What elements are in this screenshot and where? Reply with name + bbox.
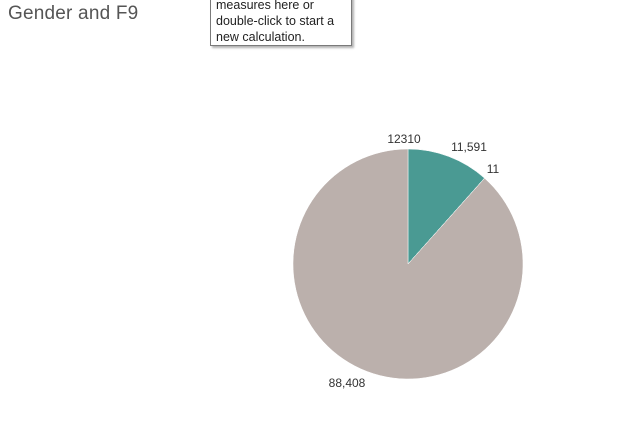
- pie-slice-88408[interactable]: [292, 148, 524, 380]
- slice-label-11591: 11,591: [451, 140, 487, 154]
- pie-labels: 12310 11,591 11 88,408: [329, 132, 500, 390]
- tooltip-line-2: double-click to start a: [216, 14, 335, 28]
- slice-label-12310: 12310: [387, 132, 421, 146]
- tooltip-line-1: measures here or: [216, 0, 314, 12]
- tooltip-line-3: new calculation.: [216, 30, 305, 44]
- pie-slices: [292, 148, 524, 380]
- calculation-tooltip: measures here or double-click to start a…: [210, 0, 352, 46]
- slice-label-88408: 88,408: [329, 376, 366, 390]
- pie-slice-11591[interactable]: [407, 148, 485, 265]
- sheet-title: Gender and F9: [8, 3, 139, 24]
- slice-label-11: 11: [487, 162, 500, 176]
